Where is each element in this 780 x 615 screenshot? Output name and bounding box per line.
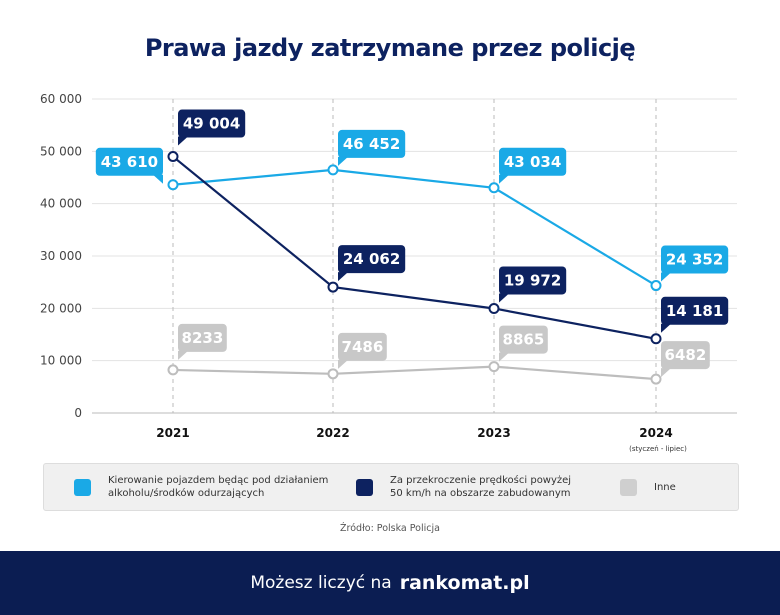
data-label-text: 49 004 — [183, 115, 240, 133]
data-label-text: 8233 — [182, 329, 224, 347]
y-tick-label: 0 — [74, 406, 82, 420]
label-tail — [338, 272, 348, 282]
data-label-text: 19 972 — [504, 271, 561, 289]
data-point — [650, 373, 662, 385]
legend-label: Inne — [654, 481, 676, 493]
data-label: 24 352 — [661, 245, 729, 282]
label-box — [178, 323, 227, 352]
footer-banner: Możesz liczyć na rankomat.pl — [0, 551, 780, 615]
data-label: 14 181 — [661, 296, 729, 333]
y-tick-label: 10 000 — [40, 354, 82, 368]
label-tail — [153, 174, 163, 184]
label-box — [661, 296, 729, 325]
x-tick-note: (styczeń - lipiec) — [629, 445, 687, 453]
legend-item: Kierowanie pojazdem będąc pod działaniem… — [74, 464, 328, 510]
label-tail — [499, 174, 509, 184]
legend-swatch — [74, 478, 91, 496]
y-tick-label: 20 000 — [40, 301, 82, 315]
data-point — [167, 179, 179, 191]
label-tail — [178, 350, 188, 360]
data-label: 19 972 — [499, 266, 567, 303]
y-tick-label: 60 000 — [40, 92, 82, 106]
label-box — [499, 266, 567, 295]
series-line — [172, 365, 657, 381]
data-label: 7486 — [338, 332, 387, 369]
data-label-text: 24 352 — [666, 251, 723, 269]
footer-text: Możesz liczyć na — [250, 573, 392, 593]
label-box — [178, 109, 246, 138]
label-box — [499, 325, 548, 354]
data-point — [488, 361, 500, 373]
brand-logo[interactable]: rankomat.pl — [399, 572, 530, 594]
data-label: 43 610 — [95, 147, 163, 184]
data-label: 24 062 — [338, 245, 406, 282]
data-label-text: 24 062 — [343, 250, 400, 268]
source-note: Źródło: Polska Policja — [340, 523, 440, 534]
label-tail — [338, 359, 348, 369]
data-point — [327, 368, 339, 380]
legend-label: 50 km/h na obszarze zabudowanym — [390, 488, 571, 499]
x-tick-label: 2021 — [156, 426, 189, 440]
x-tick-label: 2022 — [316, 426, 349, 440]
series-line — [172, 155, 657, 340]
chart-title: Prawa jazdy zatrzymane przez policję — [144, 34, 636, 62]
legend-item: Za przekroczenie prędkości powyżej 50 km/… — [356, 464, 571, 510]
legend-swatch — [356, 478, 373, 496]
data-label: 8865 — [499, 325, 548, 362]
y-tick-label: 30 000 — [40, 249, 82, 263]
data-point — [327, 164, 339, 176]
label-box — [499, 147, 567, 176]
data-point — [167, 364, 179, 376]
y-tick-label: 50 000 — [40, 144, 82, 158]
label-box — [338, 332, 387, 361]
label-tail — [661, 368, 671, 378]
data-point — [488, 302, 500, 314]
label-tail — [178, 136, 188, 146]
x-tick-label: 2024 — [639, 426, 672, 440]
data-point — [488, 182, 500, 194]
label-tail — [499, 293, 509, 303]
label-box — [95, 147, 163, 176]
x-tick-label: 2023 — [477, 426, 510, 440]
data-label: 6482 — [661, 341, 710, 378]
legend-label: alkoholu/środków odurzających — [108, 488, 265, 499]
legend-item: Inne — [620, 464, 676, 510]
data-label: 43 034 — [499, 147, 567, 184]
label-box — [661, 245, 729, 274]
data-label-text: 7486 — [342, 338, 384, 356]
line-chart: 0 10 000 20 000 30 000 40 000 50 000 60 000 202… — [40, 92, 737, 453]
data-label-text: 43 034 — [504, 153, 561, 171]
series-line — [172, 168, 657, 287]
label-box — [661, 341, 710, 370]
data-label: 46 452 — [338, 129, 406, 166]
label-tail — [338, 156, 348, 166]
data-label-text: 46 452 — [343, 135, 400, 153]
legend: Kierowanie pojazdem będąc pod działaniem… — [43, 463, 739, 511]
label-tail — [661, 272, 671, 282]
label-tail — [661, 323, 671, 333]
data-point — [650, 280, 662, 292]
data-label: 8233 — [178, 323, 227, 360]
data-point — [167, 151, 179, 163]
data-label-text: 14 181 — [666, 302, 723, 320]
label-tail — [499, 352, 509, 362]
data-label-text: 43 610 — [101, 153, 158, 171]
data-point — [650, 333, 662, 345]
label-box — [338, 129, 406, 158]
label-box — [338, 245, 406, 274]
legend-label: Za przekroczenie prędkości powyżej — [390, 475, 572, 486]
data-label-text: 8865 — [503, 331, 545, 349]
legend-swatch — [620, 478, 637, 496]
data-label-text: 6482 — [665, 346, 707, 364]
y-tick-label: 40 000 — [40, 197, 82, 211]
data-label: 49 004 — [178, 109, 246, 146]
legend-label: Kierowanie pojazdem będąc pod działaniem — [108, 475, 329, 486]
data-point — [327, 281, 339, 293]
